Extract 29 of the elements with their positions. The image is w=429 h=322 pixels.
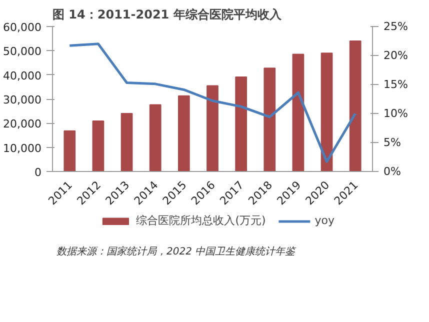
- line-series: [68, 42, 357, 163]
- legend-label: 综合医院所均总收入(万元): [136, 213, 266, 228]
- y-tick-label: 40,000: [3, 69, 42, 82]
- y2-tick-label: 0%: [384, 165, 401, 178]
- bar: [92, 120, 104, 172]
- y2-tick-label: 10%: [384, 107, 408, 120]
- chart-title: 图 14：2011-2021 年综合医院平均收入: [52, 8, 282, 22]
- y2-tick-label: 15%: [384, 78, 408, 91]
- bar: [120, 113, 133, 172]
- legend-label: yoy: [314, 214, 335, 227]
- bar: [349, 40, 362, 172]
- y-tick-label: 50,000: [3, 45, 42, 58]
- bar: [178, 95, 190, 172]
- bar: [149, 104, 162, 172]
- y-tick-label: 20,000: [3, 118, 42, 131]
- bar: [235, 76, 247, 172]
- y-tick-label: 60,000: [3, 21, 42, 34]
- bar: [64, 130, 76, 172]
- y2-tick-label: 20%: [384, 49, 408, 62]
- y-tick-label: 0: [34, 166, 42, 179]
- bar: [292, 54, 304, 172]
- bar: [264, 68, 276, 172]
- y2-tick-label: 5%: [384, 136, 401, 149]
- y2-tick-label: 25%: [384, 20, 408, 33]
- source-note: 数据来源：国家统计局，2022 中国卫生健康统计年鉴: [56, 246, 298, 258]
- bar: [320, 52, 333, 172]
- y-tick-label: 10,000: [3, 142, 42, 155]
- y-tick-label: 30,000: [3, 94, 42, 106]
- bar: [206, 85, 218, 172]
